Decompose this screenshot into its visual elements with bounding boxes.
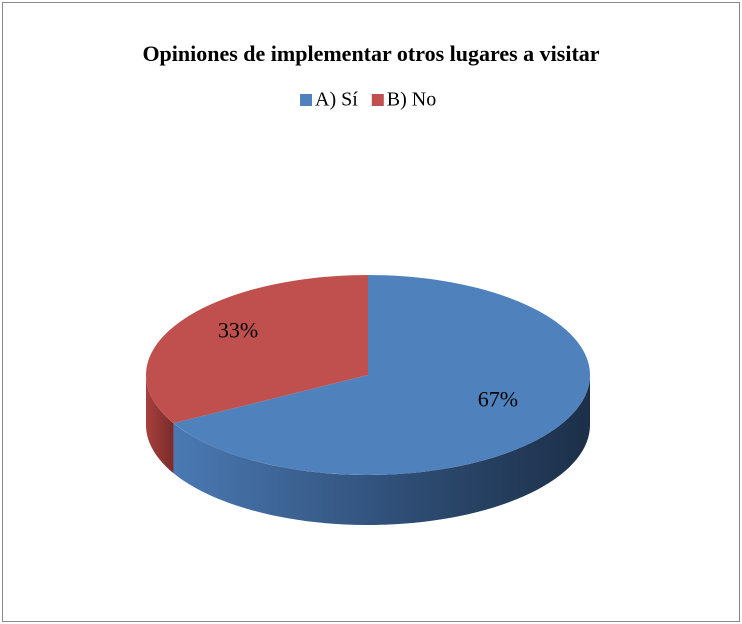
slice — [146, 275, 368, 424]
legend-swatch — [300, 94, 312, 106]
data-label: 33% — [218, 317, 258, 342]
data-label: 67% — [478, 387, 518, 412]
legend-swatch — [371, 94, 384, 106]
slice-side — [146, 375, 174, 474]
chart-title: Opiniones de implementar otros lugares a… — [142, 41, 599, 66]
legend-label: A) Sí — [315, 89, 358, 111]
legend-label: B) No — [387, 89, 436, 111]
slice-side — [173, 375, 591, 525]
slice — [173, 275, 591, 475]
